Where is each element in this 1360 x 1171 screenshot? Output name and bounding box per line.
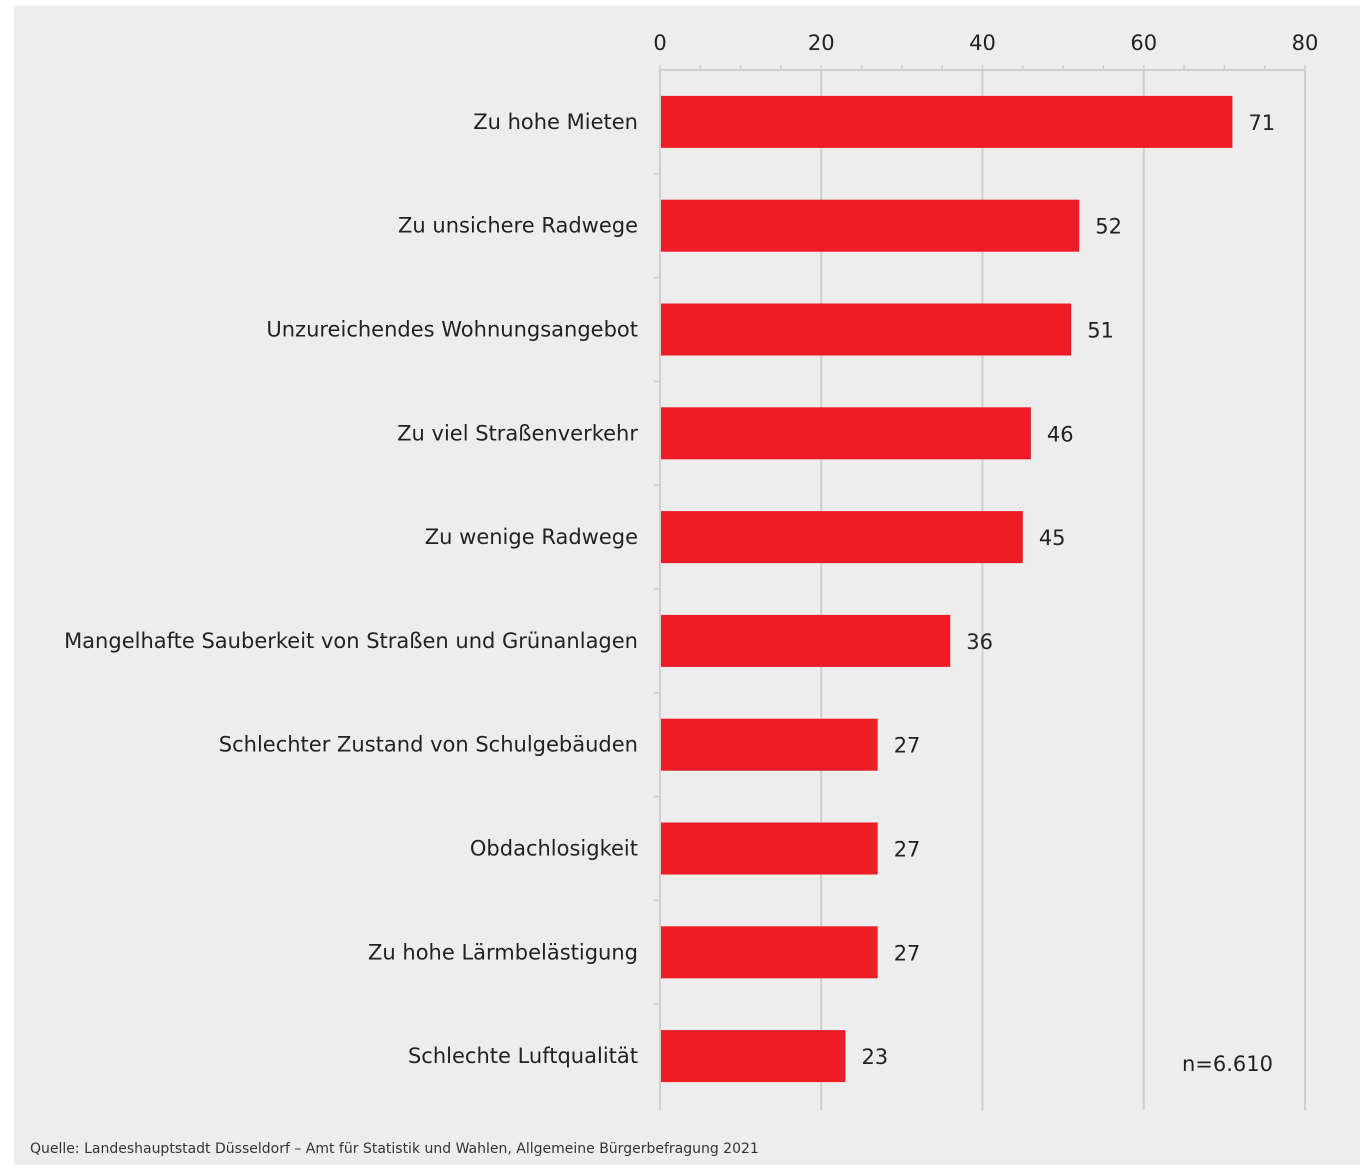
value-label-9: 23: [861, 1045, 888, 1069]
source-note: Quelle: Landeshauptstadt Düsseldorf – Am…: [30, 1141, 759, 1157]
bar-2: [661, 303, 1072, 356]
value-label-0: 71: [1248, 111, 1275, 135]
value-label-3: 46: [1047, 422, 1074, 446]
category-label-6: Schlechter Zustand von Schulgebäuden: [219, 733, 638, 757]
value-label-1: 52: [1095, 215, 1122, 239]
bar-7: [661, 822, 878, 875]
x-tick-label-0: 0: [653, 31, 666, 55]
x-tick-label-80: 80: [1292, 31, 1319, 55]
bar-0: [661, 95, 1233, 148]
sample-size-annotation: n=6.610: [1182, 1052, 1273, 1076]
category-label-1: Zu unsichere Radwege: [398, 214, 638, 238]
x-tick-label-60: 60: [1130, 31, 1157, 55]
bar-5: [661, 614, 951, 667]
category-label-8: Zu hohe Lärmbelästigung: [368, 940, 638, 964]
value-label-8: 27: [894, 941, 921, 965]
bar-8: [661, 926, 878, 979]
value-label-5: 36: [966, 630, 993, 654]
bar-3: [661, 407, 1031, 460]
category-label-7: Obdachlosigkeit: [470, 837, 638, 861]
label-layer: Zu hohe Mieten 71 Zu unsichere Radwege 52 Un…: [64, 110, 1275, 1069]
bar-4: [661, 511, 1023, 564]
axis-layer: 0 20 40 60 80: [653, 31, 1318, 1110]
x-tick-label-20: 20: [808, 31, 835, 55]
value-label-4: 45: [1039, 526, 1066, 550]
x-tick-label-40: 40: [969, 31, 996, 55]
category-label-5: Mangelhafte Sauberkeit von Straßen und G…: [64, 629, 638, 653]
category-label-9: Schlechte Luftqualität: [408, 1044, 638, 1068]
category-label-0: Zu hohe Mieten: [473, 110, 638, 134]
bar-1: [661, 199, 1080, 252]
bar-6: [661, 718, 878, 771]
value-label-6: 27: [894, 734, 921, 758]
category-label-4: Zu wenige Radwege: [425, 525, 638, 549]
bar-9: [661, 1030, 846, 1083]
value-label-7: 27: [894, 838, 921, 862]
category-label-3: Zu viel Straßenverkehr: [397, 421, 638, 445]
category-label-2: Unzureichendes Wohnungsangebot: [266, 318, 638, 342]
bar-layer: [661, 95, 1233, 1083]
value-label-2: 51: [1087, 319, 1114, 343]
